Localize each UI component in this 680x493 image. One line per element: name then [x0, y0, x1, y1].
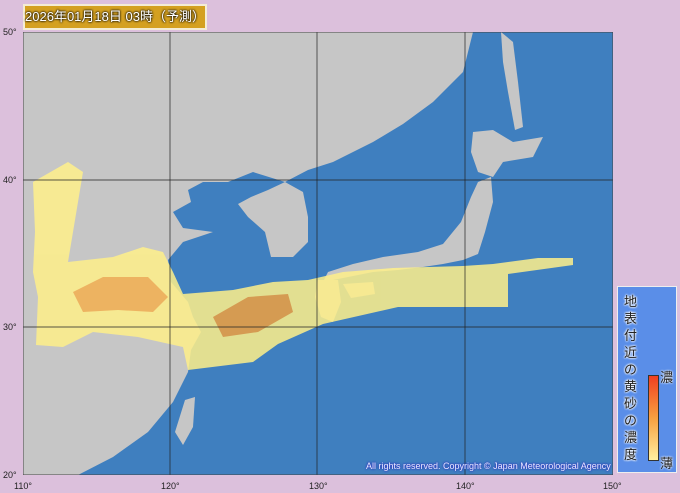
- legend-title: 地表付近の黄砂の濃度: [624, 294, 638, 462]
- dust-light-area: [33, 162, 573, 370]
- dust-dense-core: [213, 294, 293, 337]
- lon-label-150: 150°: [603, 481, 622, 491]
- forecast-time-title: 2026年01月18日 03時（予測）: [23, 4, 207, 30]
- land-taiwan: [175, 397, 195, 445]
- copyright-notice: All rights reserved. Copyright © Japan M…: [366, 461, 611, 471]
- lat-label-40: 40°: [3, 175, 17, 185]
- land-sakhalin: [501, 32, 523, 130]
- land-hokkaido: [471, 130, 543, 177]
- lat-label-50: 50°: [3, 27, 17, 37]
- lon-label-140: 140°: [456, 481, 475, 491]
- lat-label-30: 30°: [3, 322, 17, 332]
- legend-color-bar: [648, 375, 659, 461]
- dust-dense-area: [73, 277, 168, 312]
- graticule: [23, 32, 613, 475]
- land-korea: [238, 182, 308, 257]
- legend-low-label: 薄: [660, 456, 674, 471]
- concentration-legend: 地表付近の黄砂の濃度 濃 薄: [617, 286, 677, 473]
- lat-label-20: 20°: [3, 470, 17, 480]
- lon-label-110: 110°: [14, 481, 32, 491]
- dust-forecast-map: [23, 32, 613, 475]
- lon-label-130: 130°: [309, 481, 328, 491]
- legend-high-label: 濃: [660, 370, 674, 385]
- dust-plume: [33, 162, 573, 370]
- lon-label-120: 120°: [161, 481, 180, 491]
- land-asia-mainland: [23, 32, 473, 475]
- land-honshu: [323, 177, 493, 282]
